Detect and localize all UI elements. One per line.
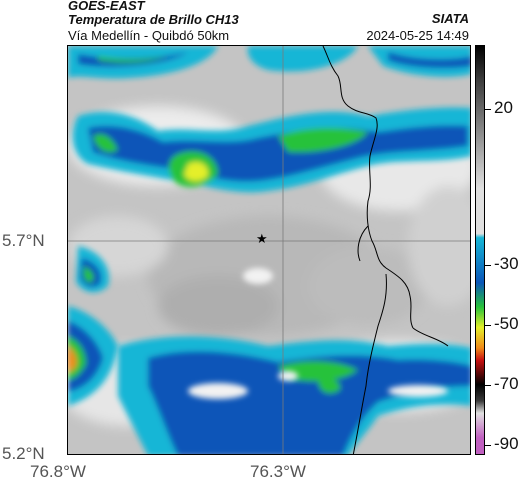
cloud-cells-west — [68, 246, 118, 406]
colorbar-tick — [485, 265, 491, 266]
colorbar-label: -50 — [494, 314, 519, 333]
colorbar-tick — [485, 325, 491, 326]
colorbar-tick — [485, 445, 491, 446]
colorbar-tick — [485, 109, 491, 110]
cloud-band-south — [118, 336, 470, 454]
star-icon: ★ — [256, 231, 268, 246]
lon-label-west: 76.8°W — [30, 462, 86, 481]
lat-label-north: 5.7°N — [2, 231, 45, 250]
cloud-band-north — [68, 46, 470, 79]
satellite-map[interactable]: ★ — [67, 45, 471, 455]
colorbar-label: -30 — [494, 254, 519, 273]
colorbar-label: -90 — [494, 434, 519, 453]
cloud-band-central — [72, 107, 470, 193]
product-title: Temperatura de Brillo CH13 — [68, 12, 239, 27]
brightness-temperature-field — [68, 46, 470, 454]
product-satellite-name: GOES-EAST — [68, 0, 145, 13]
temperature-colorbar — [475, 45, 485, 455]
colorbar-label: -70 — [494, 374, 519, 393]
clear-patches — [188, 268, 448, 399]
region-subtitle: Vía Medellín - Quibdó 50km — [68, 28, 230, 43]
lat-label-south: 5.2°N — [2, 444, 45, 463]
colorbar-label: 20 — [494, 98, 513, 117]
timestamp: 2024-05-25 14:49 — [366, 28, 469, 43]
department-borders — [322, 46, 449, 454]
lon-label-east: 76.3°W — [250, 462, 306, 481]
brand-label: SIATA — [431, 11, 469, 26]
colorbar-tick — [485, 385, 491, 386]
